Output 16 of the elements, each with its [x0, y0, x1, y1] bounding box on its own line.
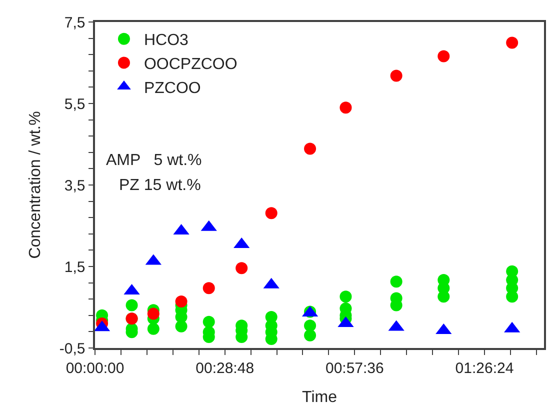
x-tick-label: 00:28:48 [196, 360, 254, 377]
x-tick-label: 00:57:36 [325, 360, 384, 377]
legend-label: HCO3 [144, 32, 189, 50]
x-tick-label: 00:00:00 [66, 360, 124, 377]
y-axis-title: Concentration / wt.% [26, 111, 44, 259]
legend-label: OOCPZCOO [144, 56, 238, 73]
y-tick-label: 3,5 [64, 177, 86, 194]
annotation: PZ 15 wt.% [119, 177, 201, 194]
y-tick-label: 1,5 [64, 258, 86, 276]
y-tick-label: -0,5 [59, 340, 86, 358]
x-tick-label: 01:26:24 [455, 360, 514, 377]
x-axis-title: Time [302, 388, 338, 406]
y-tick-label: 5,5 [64, 96, 86, 113]
legend-label: PZCOO [144, 80, 201, 97]
annotation: AMP 5 wt.% [106, 152, 202, 169]
y-tick-label: 7,5 [64, 14, 86, 32]
